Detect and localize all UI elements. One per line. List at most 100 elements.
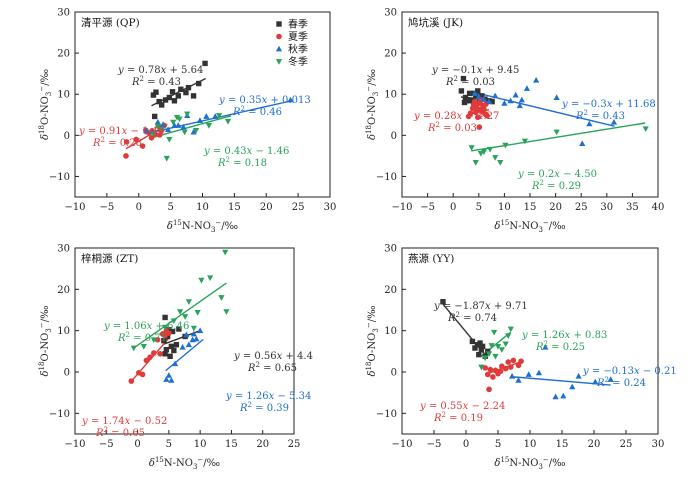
fit-r2: R2 = 0.29 <box>531 179 581 192</box>
data-point <box>569 383 576 390</box>
data-point <box>159 121 167 128</box>
x-tick-label: 20 <box>256 439 269 450</box>
data-point <box>215 113 223 119</box>
fit-r2: R2 = 0.39 <box>239 401 289 414</box>
data-point <box>586 120 593 127</box>
data-point <box>486 386 492 393</box>
panel-jk: −10 −5 0 5 10 15 20 25 30 35 40 −10 0 10 20 30 δ15N-NO3−… <box>365 8 664 235</box>
y-tick-label: 0 <box>391 368 397 379</box>
data-point <box>173 342 180 348</box>
data-point <box>484 371 491 378</box>
fit-r2: R2 = 0.43 <box>131 75 181 88</box>
data-point <box>480 95 488 102</box>
data-point <box>143 127 150 133</box>
fit-r2: R2 = 0.46 <box>232 105 282 118</box>
data-point <box>575 372 582 379</box>
panel-title: 梓桐源 (ZT) <box>81 252 138 265</box>
data-point <box>474 114 481 121</box>
fit-equation: y = 0.91x − 1.44 <box>78 126 164 137</box>
data-point <box>512 91 519 98</box>
data-point <box>223 309 230 315</box>
x-axis-label: δ15N-NO3−/‰ <box>494 219 565 234</box>
data-point <box>171 347 177 354</box>
data-point <box>480 149 488 156</box>
data-point <box>490 374 496 380</box>
fit-r2: R2 = 0.65 <box>247 361 297 374</box>
legend-label: 春季 <box>288 19 308 31</box>
data-point <box>469 338 476 345</box>
data-point <box>525 371 532 377</box>
data-point <box>128 378 135 384</box>
y-tick-label: −10 <box>49 172 70 183</box>
y-tick-label: 10 <box>57 90 70 101</box>
x-tick-label: 0 <box>450 202 456 213</box>
data-point <box>154 118 161 125</box>
data-point <box>475 93 482 100</box>
x-tick-label: 25 <box>288 439 301 450</box>
y-tick-label: 10 <box>57 326 70 337</box>
data-point <box>157 351 163 357</box>
fit-r2: R2 = 0.28 <box>92 136 142 149</box>
x-tick-label: 10 <box>524 439 537 450</box>
data-point <box>181 129 188 136</box>
data-point <box>139 371 146 378</box>
data-point <box>224 118 232 125</box>
data-point <box>177 309 184 315</box>
data-point <box>505 359 512 365</box>
fit-r2: R2 = 0.25 <box>535 340 585 353</box>
data-point <box>488 343 495 349</box>
data-point <box>502 142 509 149</box>
fit-r2: R2 = 0.65 <box>95 426 145 439</box>
y-tick-label: 30 <box>57 244 70 255</box>
data-point <box>212 113 219 119</box>
y-tick-label: 20 <box>57 49 70 60</box>
data-point <box>592 378 599 385</box>
data-point <box>158 127 165 133</box>
data-point <box>163 346 170 353</box>
x-tick-label: 5 <box>495 439 501 450</box>
fit-r2: R2 = 0.19 <box>433 411 483 424</box>
data-point <box>184 111 191 118</box>
panel-title: 鸠坑溪 (JK) <box>408 16 463 29</box>
x-tick-label: −5 <box>420 202 435 213</box>
fit-equation: y = 0.78x + 5.64 <box>117 65 203 76</box>
data-point <box>169 89 176 95</box>
x-tick-label: −10 <box>391 202 412 213</box>
data-point <box>183 89 189 96</box>
fit-equation: y = −0.1x + 9.45 <box>431 65 519 76</box>
x-tick-label: 5 <box>167 202 173 213</box>
x-tick-label: 25 <box>292 202 305 213</box>
data-point <box>498 347 505 353</box>
data-point <box>176 116 183 123</box>
data-point <box>515 362 522 369</box>
data-point <box>486 146 494 153</box>
x-tick-label: −5 <box>99 439 114 450</box>
data-point <box>190 128 197 135</box>
x-axis-label: δ15N-NO3−/‰ <box>167 219 238 234</box>
fit-line <box>471 122 646 152</box>
fit-r2: R2 = 0.43 <box>575 109 625 122</box>
legend-label: 夏季 <box>288 31 308 43</box>
data-point <box>553 94 560 100</box>
x-tick-label: 15 <box>225 439 238 450</box>
fit-equation: y = 1.74x − 0.52 <box>81 416 167 427</box>
data-point <box>133 136 139 143</box>
x-tick-label: 15 <box>524 202 537 213</box>
y-tick-label: 0 <box>64 131 70 142</box>
data-point <box>163 376 170 382</box>
panel-yy: −10 −5 0 5 10 15 20 25 30 −10 0 10 20 30 δ15N-NO3−/‰ δ1… <box>365 244 677 472</box>
fit-equation: y = 0.43x − 1.46 <box>203 146 289 157</box>
data-point <box>180 123 187 130</box>
data-point <box>123 139 130 145</box>
data-point <box>178 86 184 92</box>
data-point <box>190 325 197 332</box>
x-tick-label: 20 <box>588 439 601 450</box>
fit-equation: y = 0.2x − 4.50 <box>517 169 597 180</box>
data-point <box>166 330 172 336</box>
fit-equation: y = 1.26x + 0.83 <box>521 330 607 341</box>
data-point <box>475 88 481 94</box>
x-tick-label: 5 <box>166 439 172 450</box>
fit-equation: y = 1.06x + 6.46 <box>103 321 189 332</box>
fit-line <box>133 282 227 349</box>
